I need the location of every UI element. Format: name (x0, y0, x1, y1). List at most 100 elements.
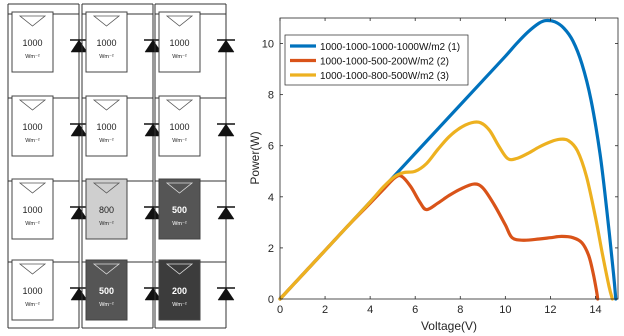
module-body (85, 178, 128, 240)
y-tick-label: 6 (268, 141, 274, 153)
irradiance-unit: Wm⁻² (99, 221, 114, 227)
module-marker (165, 263, 194, 275)
irradiance-value: 1000 (96, 122, 116, 132)
irradiance-value: 1000 (22, 38, 42, 48)
pv-module: 1000 Wm⁻² (158, 11, 201, 73)
pv-module: 500 Wm⁻² (158, 178, 201, 240)
module-marker (92, 15, 121, 27)
module-marker (165, 15, 194, 27)
pv-module: 800 Wm⁻² (85, 178, 128, 240)
module-body (158, 95, 201, 157)
x-tick-label: 2 (322, 304, 328, 316)
legend-entry: 1000-1000-800-500W/m2 (3) (320, 71, 449, 82)
x-axis-label: Voltage(V) (421, 319, 477, 333)
module-marker (18, 15, 47, 27)
irradiance-value: 200 (172, 286, 187, 296)
legend-entry: 1000-1000-500-200W/m2 (2) (320, 57, 449, 68)
module-body (85, 95, 128, 157)
module-marker (92, 182, 121, 194)
power-voltage-chart: 0 2 4 6 8 10 12 14 0 2 4 6 8 10 Voltage(V) Power(W) 1… (248, 17, 619, 333)
pv-module: 500 Wm⁻² (85, 259, 128, 321)
module-body (11, 95, 54, 157)
module-body (85, 259, 128, 321)
pv-module: 1000 Wm⁻² (11, 95, 54, 157)
bypass-diode-icon (217, 206, 235, 220)
bypass-diode-icon (70, 123, 88, 137)
module-marker (18, 99, 47, 111)
irradiance-unit: Wm⁻² (172, 138, 187, 144)
x-tick-label: 8 (457, 304, 463, 316)
bypass-diode-icon (144, 39, 162, 53)
bypass-diode-icon (144, 123, 162, 137)
y-tick-label: 2 (268, 243, 274, 255)
bypass-diode-icon (144, 287, 162, 301)
series-line-3 (278, 120, 614, 301)
irradiance-value: 1000 (169, 38, 189, 48)
irradiance-unit: Wm⁻² (99, 54, 114, 60)
irradiance-value: 1000 (169, 122, 189, 132)
bypass-diode-icon (70, 287, 88, 301)
x-tick-label: 4 (367, 304, 373, 316)
y-tick-label: 4 (268, 192, 274, 204)
irradiance-unit: Wm⁻² (25, 221, 40, 227)
pv-module: 1000 Wm⁻² (85, 95, 128, 157)
module-marker (18, 263, 47, 275)
irradiance-unit: Wm⁻² (25, 302, 40, 308)
irradiance-unit: Wm⁻² (99, 302, 114, 308)
plot-frame (279, 17, 619, 300)
irradiance-unit: Wm⁻² (25, 54, 40, 60)
legend: 1000-1000-1000-1000W/m2 (1) 1000-1000-500… (284, 34, 469, 86)
pv-module: 1000 Wm⁻² (11, 178, 54, 240)
module-body (158, 11, 201, 73)
pv-module: 1000 Wm⁻² (85, 11, 128, 73)
irradiance-value: 800 (99, 205, 114, 215)
module-body (11, 259, 54, 321)
pv-module: 200 Wm⁻² (158, 259, 201, 321)
x-tick-label: 12 (544, 304, 556, 316)
module-marker (92, 99, 121, 111)
axis-ticks: 0 2 4 6 8 10 12 14 0 2 4 6 8 10 (262, 18, 618, 316)
module-body (11, 178, 54, 240)
irradiance-value: 1000 (96, 38, 116, 48)
module-marker (165, 182, 194, 194)
y-tick-label: 0 (268, 294, 274, 306)
irradiance-value: 1000 (22, 122, 42, 132)
bypass-diode-icon (144, 206, 162, 220)
module-marker (18, 182, 47, 194)
legend-entry: 1000-1000-1000-1000W/m2 (1) (320, 42, 460, 53)
y-axis-label: Power(W) (248, 131, 262, 184)
irradiance-unit: Wm⁻² (172, 221, 187, 227)
y-tick-label: 8 (268, 90, 274, 102)
pv-module: 1000 Wm⁻² (11, 11, 54, 73)
irradiance-value: 500 (172, 205, 187, 215)
bypass-diode-icon (70, 39, 88, 53)
module-body (158, 259, 201, 321)
bypass-diode-icon (217, 123, 235, 137)
module-body (11, 11, 54, 73)
x-tick-label: 14 (589, 304, 601, 316)
series-line-2 (278, 173, 600, 301)
irradiance-value: 500 (99, 286, 114, 296)
y-tick-label: 10 (262, 39, 274, 51)
x-tick-label: 10 (499, 304, 511, 316)
module-marker (92, 263, 121, 275)
irradiance-unit: Wm⁻² (99, 138, 114, 144)
plot-series (278, 18, 618, 301)
x-tick-label: 6 (412, 304, 418, 316)
bypass-diode-icon (217, 287, 235, 301)
bypass-diode-icon (217, 39, 235, 53)
pv-array-diagram: 1000 Wm⁻² 1000 Wm⁻² 1000 Wm⁻² 1000 Wm⁻² 1000 Wm⁻²… (7, 3, 235, 329)
irradiance-unit: Wm⁻² (172, 54, 187, 60)
module-body (85, 11, 128, 73)
pv-module: 1000 Wm⁻² (11, 259, 54, 321)
irradiance-value: 1000 (22, 205, 42, 215)
module-body (158, 178, 201, 240)
irradiance-value: 1000 (22, 286, 42, 296)
module-marker (165, 99, 194, 111)
irradiance-unit: Wm⁻² (25, 138, 40, 144)
x-tick-label: 0 (277, 304, 283, 316)
bypass-diode-icon (70, 206, 88, 220)
pv-module: 1000 Wm⁻² (158, 95, 201, 157)
irradiance-unit: Wm⁻² (172, 302, 187, 308)
